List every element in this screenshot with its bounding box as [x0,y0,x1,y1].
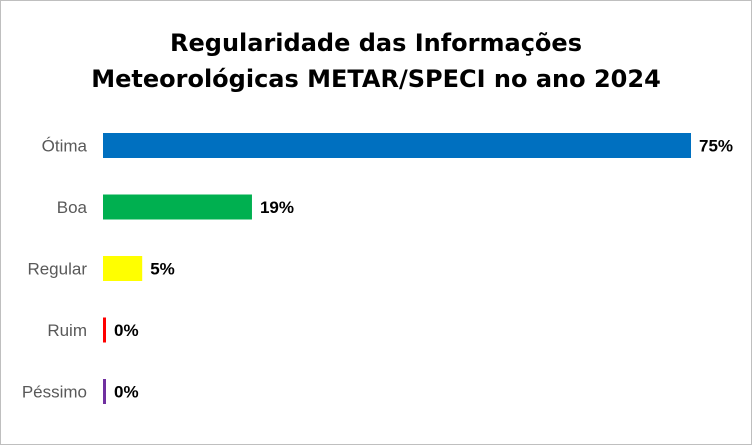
bar-pessimo [103,379,106,404]
bar-otima [103,133,691,158]
category-label-ruim: Ruim [47,321,87,340]
value-label-pessimo: 0% [114,383,139,402]
chart-title: Regularidade das Informações Meteorológi… [1,25,751,97]
category-label-pessimo: Péssimo [22,383,87,402]
chart-title-line-1: Regularidade das Informações [170,29,582,57]
category-label-otima: Ótima [42,137,88,156]
category-label-boa: Boa [57,198,88,217]
value-label-ruim: 0% [114,321,139,340]
category-label-regular: Regular [27,260,87,279]
value-label-regular: 5% [150,260,175,279]
value-label-otima: 75% [699,137,733,156]
chart-title-line-2: Meteorológicas METAR/SPECI no ano 2024 [91,65,661,93]
value-label-boa: 19% [260,198,294,217]
bar-boa [103,194,252,220]
bar-ruim [103,317,106,343]
bar-regular [103,256,143,281]
